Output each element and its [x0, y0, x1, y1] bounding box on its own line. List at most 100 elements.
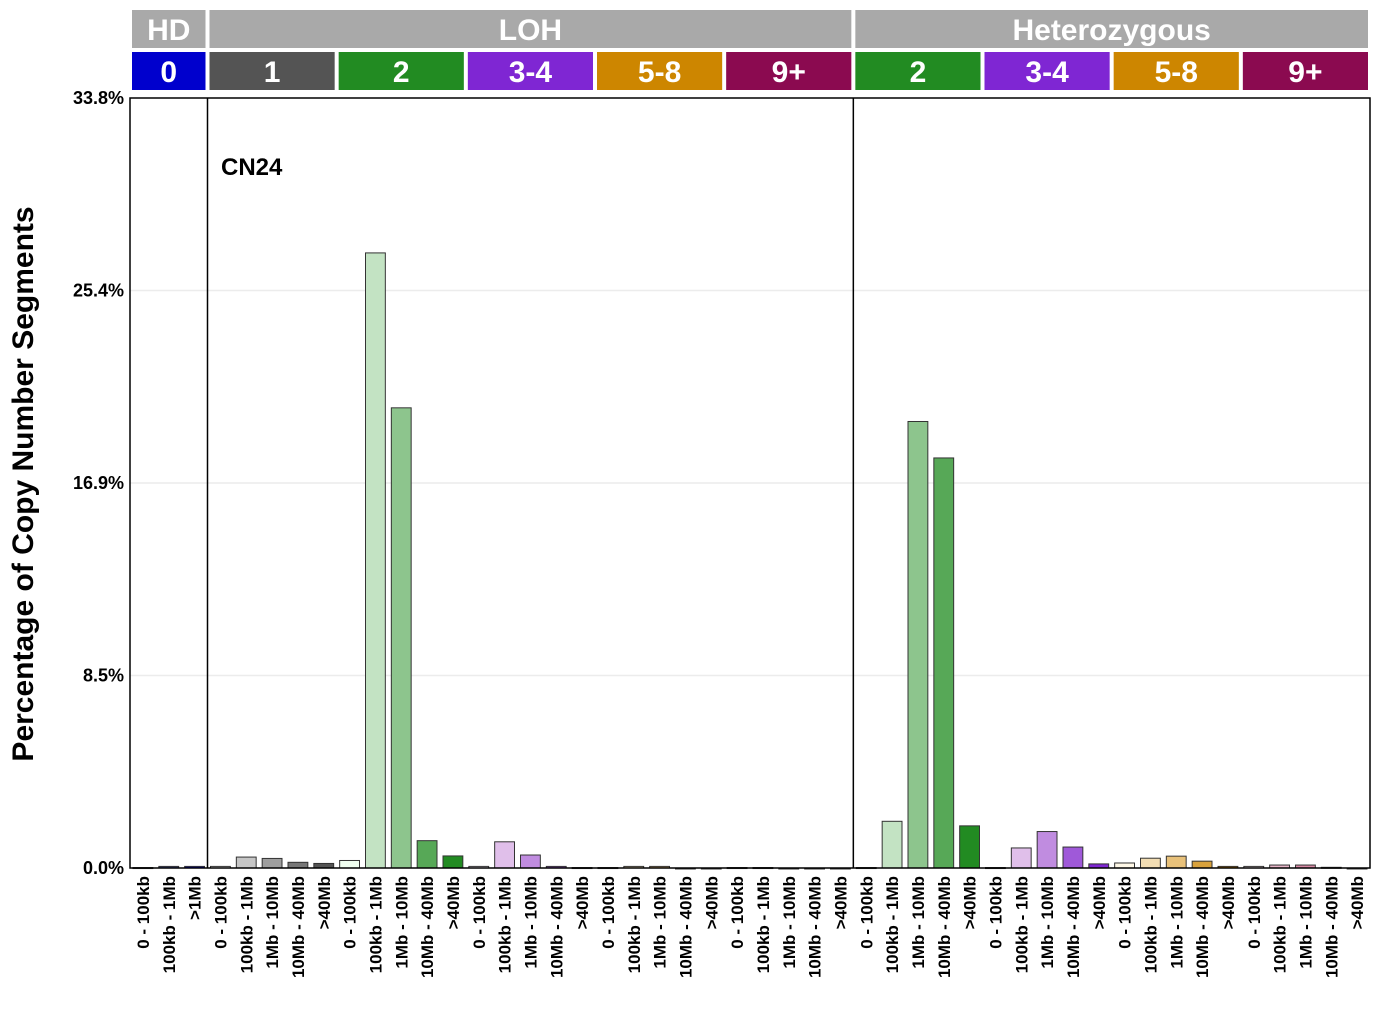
- x-tick-label: 10Mb - 40Mb: [1322, 876, 1341, 978]
- bar: [520, 854, 541, 869]
- group-label: HD: [147, 14, 190, 47]
- x-tick-label: 1Mb - 10Mb: [780, 876, 799, 969]
- x-tick-label: 1Mb - 10Mb: [521, 876, 540, 969]
- x-tick-label: 100kb - 1Mb: [1141, 876, 1160, 973]
- cn-state-header: [338, 52, 464, 90]
- bar: [442, 855, 464, 869]
- cn-state-label: 1: [264, 56, 281, 89]
- bar: [416, 840, 438, 869]
- bar: [1140, 857, 1161, 869]
- bar: [933, 457, 955, 869]
- cn-state-header: [1113, 52, 1239, 90]
- x-tick-label: >40Mb: [1090, 876, 1109, 929]
- x-tick-label: >40Mb: [831, 876, 850, 929]
- cn-state-header: [726, 52, 852, 90]
- bar: [235, 856, 257, 869]
- group-label: Heterozygous: [1012, 14, 1210, 47]
- group-header: [132, 10, 206, 48]
- y-tick-label: 33.8%: [73, 88, 124, 108]
- x-tick-label: 0 - 100kb: [1245, 876, 1264, 949]
- group-header: [855, 10, 1368, 48]
- x-tick-label: 10Mb - 40Mb: [289, 876, 308, 978]
- x-tick-label: 1Mb - 10Mb: [909, 876, 928, 969]
- bar: [390, 407, 412, 869]
- y-tick-label: 8.5%: [83, 666, 124, 686]
- x-tick-label: 10Mb - 40Mb: [1064, 876, 1083, 978]
- group-label: LOH: [499, 14, 562, 47]
- x-tick-label: 1Mb - 10Mb: [651, 876, 670, 969]
- cn-state-label: 9+: [1288, 56, 1322, 89]
- y-tick-label: 0.0%: [83, 858, 124, 878]
- x-tick-label: 1Mb - 10Mb: [1296, 876, 1315, 969]
- x-tick-label: 1Mb - 10Mb: [263, 876, 282, 969]
- bar: [1114, 862, 1135, 869]
- x-tick-label: 0 - 100kb: [211, 876, 230, 949]
- cn-state-label: 0: [160, 56, 177, 89]
- cn-state-header: [1242, 52, 1368, 90]
- x-tick-label: >40Mb: [961, 876, 980, 929]
- bar: [365, 252, 386, 869]
- bar: [959, 825, 981, 869]
- x-tick-label: >40Mb: [702, 876, 721, 929]
- bar: [1036, 831, 1058, 869]
- y-axis-label: Percentage of Copy Number Segments: [7, 206, 40, 761]
- x-tick-label: >40Mb: [573, 876, 592, 929]
- bar: [1191, 860, 1213, 869]
- cn-state-header: [597, 52, 723, 90]
- x-tick-label: 10Mb - 40Mb: [676, 876, 695, 978]
- x-tick-label: >40Mb: [1219, 876, 1238, 929]
- cn-state-label: 5-8: [638, 56, 681, 89]
- bar: [1010, 847, 1032, 869]
- cn-state-header: [467, 52, 593, 90]
- annotation-label: CN24: [221, 154, 283, 181]
- x-tick-label: 1Mb - 10Mb: [1038, 876, 1057, 969]
- y-tick-label: 16.9%: [73, 473, 124, 493]
- x-tick-label: >40Mb: [315, 876, 334, 929]
- x-tick-label: >40Mb: [444, 876, 463, 929]
- x-tick-label: >40Mb: [1348, 876, 1367, 929]
- x-tick-label: 1Mb - 10Mb: [1167, 876, 1186, 969]
- cn-state-label: 2: [393, 56, 410, 89]
- cn-state-label: 5-8: [1155, 56, 1198, 89]
- bar: [907, 420, 929, 869]
- x-tick-label: 100kb - 1Mb: [496, 876, 515, 973]
- bar: [261, 857, 283, 869]
- x-tick-label: 10Mb - 40Mb: [1193, 876, 1212, 978]
- x-tick-label: 100kb - 1Mb: [237, 876, 256, 973]
- bar: [881, 820, 903, 869]
- x-tick-label: 100kb - 1Mb: [625, 876, 644, 973]
- cn-state-header: [855, 52, 981, 90]
- bar: [287, 861, 309, 869]
- x-tick-label: 100kb - 1Mb: [1012, 876, 1031, 973]
- bar: [494, 841, 515, 869]
- bar: [1165, 855, 1187, 869]
- x-tick-label: 0 - 100kb: [728, 876, 747, 949]
- x-tick-label: 0 - 100kb: [341, 876, 360, 949]
- x-tick-label: 0 - 100kb: [857, 876, 876, 949]
- plot-border: [129, 97, 1371, 869]
- x-tick-label: 0 - 100kb: [134, 876, 153, 949]
- x-tick-label: 0 - 100kb: [1116, 876, 1135, 949]
- cn-state-header: [209, 52, 335, 90]
- x-tick-label: 100kb - 1Mb: [160, 876, 179, 973]
- cn-state-label: 3-4: [509, 56, 553, 89]
- x-tick-label: 10Mb - 40Mb: [806, 876, 825, 978]
- x-tick-label: 10Mb - 40Mb: [935, 876, 954, 978]
- y-tick-label: 25.4%: [73, 281, 124, 301]
- bar: [1062, 846, 1084, 869]
- x-tick-label: 0 - 100kb: [986, 876, 1005, 949]
- x-tick-label: 10Mb - 40Mb: [547, 876, 566, 978]
- x-tick-label: 100kb - 1Mb: [754, 876, 773, 973]
- cn-state-label: 9+: [772, 56, 806, 89]
- cn-state-header: [132, 52, 206, 90]
- group-header: [209, 10, 852, 48]
- x-tick-label: 100kb - 1Mb: [366, 876, 385, 973]
- x-tick-label: 100kb - 1Mb: [883, 876, 902, 973]
- x-tick-label: 0 - 100kb: [470, 876, 489, 949]
- x-tick-label: >1Mb: [186, 876, 205, 920]
- x-tick-label: 0 - 100kb: [599, 876, 618, 949]
- cn-state-header: [984, 52, 1110, 90]
- x-tick-label: 10Mb - 40Mb: [418, 876, 437, 978]
- bar: [339, 859, 360, 869]
